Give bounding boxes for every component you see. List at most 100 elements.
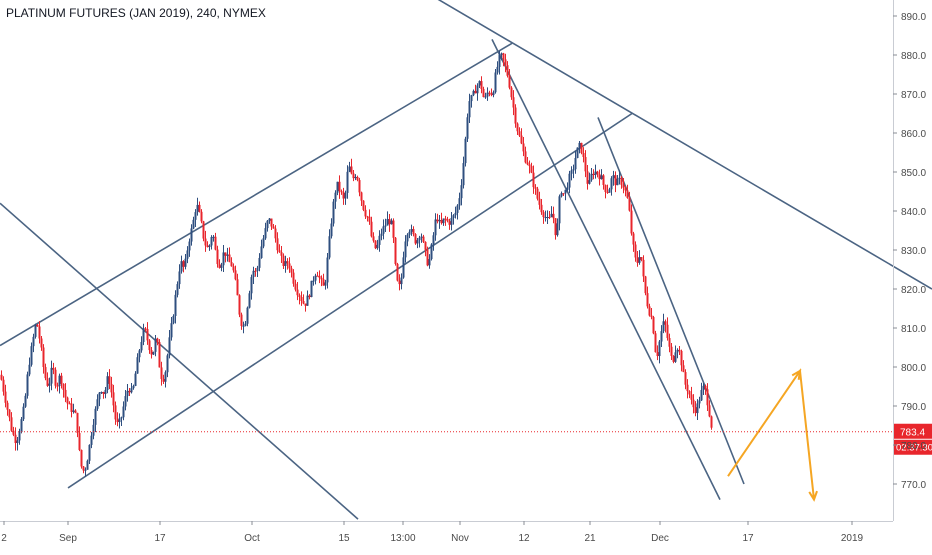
candle-body — [488, 92, 491, 94]
candle-body — [212, 236, 215, 238]
candle-body — [178, 271, 181, 285]
candle-body — [274, 228, 277, 239]
candle-body — [234, 270, 237, 280]
candle-body — [472, 90, 475, 96]
candle-body — [52, 367, 55, 370]
candle-body — [664, 321, 667, 325]
candle-body — [706, 389, 709, 406]
candle-body — [308, 295, 311, 298]
candle-body — [176, 284, 179, 295]
projection-arrowhead-up — [791, 369, 802, 380]
trendline — [437, 0, 932, 290]
candle-body — [146, 329, 149, 341]
candle-body — [62, 383, 65, 390]
candle-body — [66, 397, 69, 404]
candle-body — [78, 432, 81, 450]
candle-body — [168, 337, 171, 356]
candle-body — [552, 213, 555, 219]
candle-body — [566, 187, 569, 190]
candle-body — [56, 385, 59, 387]
candle-body — [242, 325, 245, 327]
candle-body — [184, 258, 187, 267]
candle-body — [294, 283, 297, 290]
candle-body — [262, 238, 265, 247]
candle-body — [370, 221, 373, 237]
candle-body — [622, 184, 625, 188]
candle-body — [474, 90, 477, 94]
candle-body — [556, 223, 559, 236]
x-tick-label: 17 — [742, 533, 754, 544]
candle-body — [630, 210, 633, 234]
trendline — [0, 202, 359, 520]
candle-body — [76, 412, 79, 433]
candle-body — [142, 328, 145, 342]
last-price-badge — [894, 423, 932, 439]
candle-body — [704, 385, 707, 390]
candle-body — [238, 295, 241, 315]
x-tick-label: Dec — [651, 533, 669, 544]
candle-body — [500, 53, 503, 55]
x-tick-label: Oct — [244, 533, 260, 544]
candle-body — [382, 226, 385, 234]
candle-body — [530, 166, 533, 173]
candle-body — [202, 221, 205, 239]
candle-body — [442, 218, 445, 224]
candle-body — [662, 321, 665, 332]
candle-body — [700, 389, 703, 401]
candle-body — [108, 376, 111, 384]
x-tick-label: 17 — [154, 533, 166, 544]
candle-body — [230, 262, 233, 267]
candle-body — [330, 223, 333, 237]
y-tick-label: 790.0 — [901, 402, 926, 413]
candle-body — [38, 326, 41, 339]
candle-body — [548, 217, 551, 219]
candle-body — [580, 142, 583, 153]
candle-body — [266, 220, 269, 229]
candle-body — [458, 198, 461, 206]
candle-body — [278, 250, 281, 253]
candle-body — [228, 254, 231, 263]
candle-body — [220, 265, 223, 268]
candle-body — [82, 466, 85, 471]
candle-body — [390, 220, 393, 225]
candle-body — [518, 131, 521, 136]
candle-body — [392, 220, 395, 238]
candle-body — [186, 250, 189, 259]
y-tick-label: 780.0 — [901, 441, 926, 452]
candle-body — [482, 88, 485, 98]
candle-body — [84, 469, 87, 471]
candle-body — [592, 173, 595, 176]
candle-body — [468, 101, 471, 118]
candle-body — [672, 355, 675, 362]
candle-body — [276, 238, 279, 251]
chart-title: PLATINUM FUTURES (JAN 2019), 240, NYMEX — [6, 6, 266, 20]
candle-body — [638, 257, 641, 263]
countdown-label: 02:37:30 — [896, 443, 932, 454]
candle-body — [30, 346, 33, 365]
candle-body — [452, 215, 455, 218]
candle-body — [470, 95, 473, 102]
candle-body — [114, 405, 117, 420]
candle-body — [444, 218, 447, 220]
candle-body — [116, 419, 119, 423]
candle-body — [216, 249, 219, 265]
y-tick-label: 880.0 — [901, 51, 926, 62]
candle-body — [688, 391, 691, 395]
candle-body — [100, 392, 103, 394]
candle-body — [20, 419, 23, 433]
candle-body — [620, 177, 623, 185]
candle-body — [560, 193, 563, 197]
candle-body — [498, 54, 501, 67]
candle-body — [96, 399, 99, 409]
candle-body — [126, 390, 129, 397]
candle-body — [450, 217, 453, 225]
candle-body — [106, 376, 109, 390]
candle-body — [270, 218, 273, 227]
candle-body — [692, 399, 695, 408]
candle-body — [430, 244, 433, 260]
candle-body — [656, 352, 659, 357]
x-tick-label: 12 — [518, 533, 530, 544]
candle-body — [694, 407, 697, 414]
candle-body — [192, 219, 195, 229]
